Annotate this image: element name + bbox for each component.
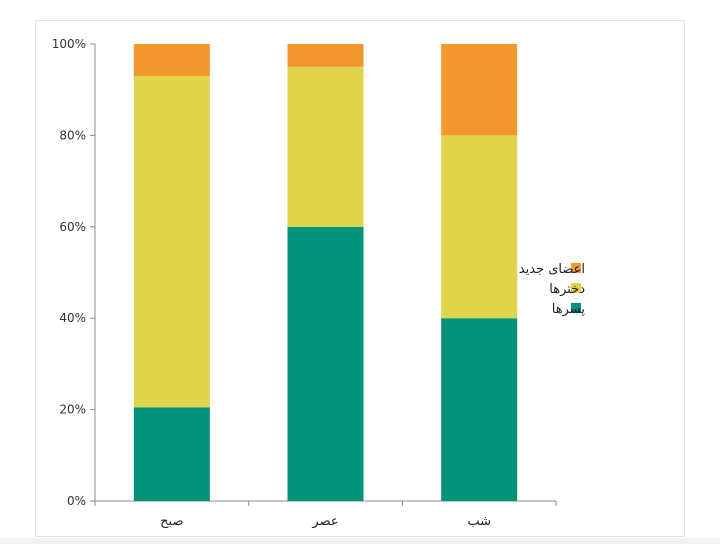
y-tick-label: 20% <box>59 403 86 417</box>
bar-segment <box>287 44 364 67</box>
legend-swatch <box>571 263 581 273</box>
legend-label: اعضای جدید <box>519 262 585 277</box>
legend-swatch <box>571 303 581 313</box>
y-tick-label: 40% <box>59 311 86 325</box>
y-tick-label: 60% <box>59 220 86 234</box>
bar-segment <box>441 44 518 136</box>
bar-segment <box>133 44 210 76</box>
legend-label: پسرها <box>552 302 586 317</box>
y-tick-label: 0% <box>67 494 86 508</box>
bar-segment <box>133 75 210 408</box>
bar-segment <box>441 135 518 319</box>
y-tick-label: 80% <box>59 128 86 142</box>
bar-segment <box>287 66 364 227</box>
x-category-label: عصر <box>311 514 338 529</box>
y-tick-label: 100% <box>52 37 86 51</box>
x-category-label: شب <box>467 514 491 529</box>
x-category-label: صبح <box>160 514 183 529</box>
legend-swatch <box>571 283 581 293</box>
bar-segment <box>133 407 210 501</box>
bar-segment <box>287 226 364 502</box>
bar-segment <box>441 318 518 501</box>
bottom-strip <box>0 538 720 544</box>
legend-label: دخترها <box>549 282 585 297</box>
